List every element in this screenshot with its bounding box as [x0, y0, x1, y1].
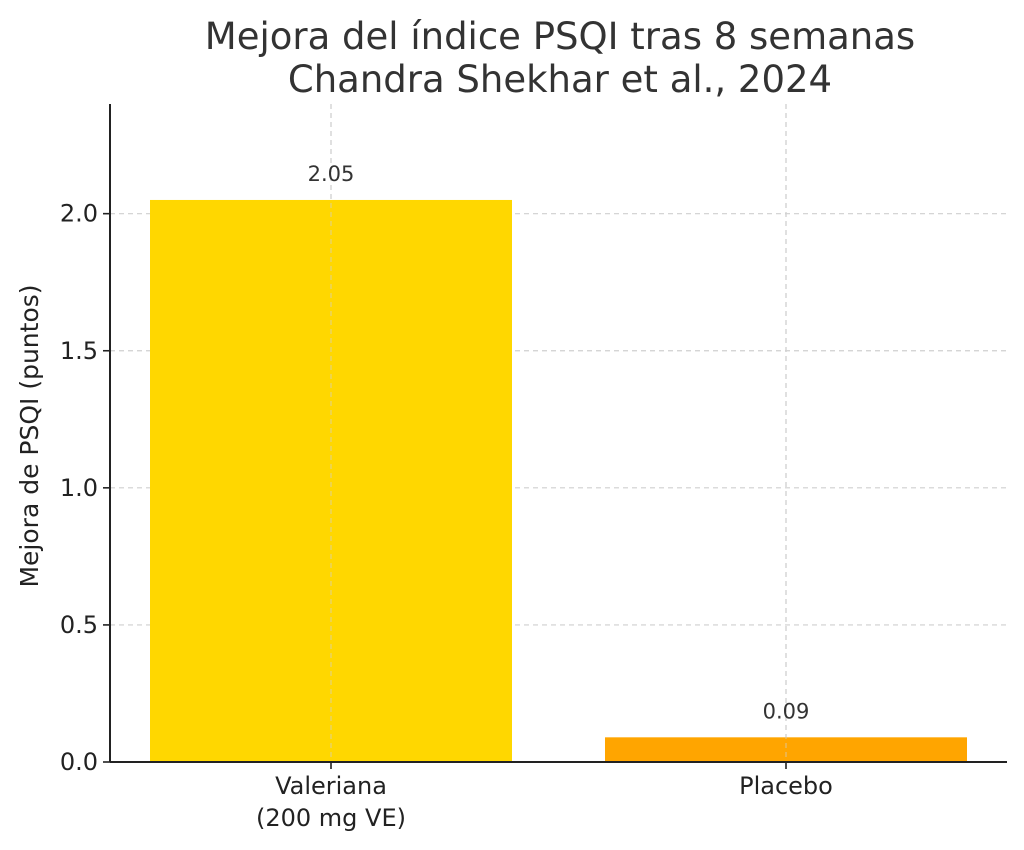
y-tick-label: 0.0: [60, 748, 98, 776]
data-label: 2.05: [308, 162, 355, 186]
bar: [605, 737, 967, 762]
y-tick-label: 0.5: [60, 611, 98, 639]
labels: 2.05 0.09 0.0 0.5 1.0 1.5 2.0 Valeriana (200 mg …: [60, 162, 833, 832]
chart-subtitle: Chandra Shekhar et al., 2024: [288, 58, 832, 101]
x-tick-label: Placebo: [739, 772, 833, 800]
y-tick-label: 2.0: [60, 200, 98, 228]
x-tick-label-line: Valeriana: [275, 772, 387, 800]
bars: [150, 199, 967, 763]
x-tick-label-line: (200 mg VE): [256, 804, 406, 832]
axes: [103, 104, 1007, 769]
x-tick-label-line: Placebo: [739, 772, 833, 800]
y-tick-label: 1.5: [60, 337, 98, 365]
x-tick-label: Valeriana (200 mg VE): [256, 772, 406, 832]
chart-title: Mejora del índice PSQI tras 8 semanas: [205, 15, 915, 58]
y-tick-label: 1.0: [60, 474, 98, 502]
y-axis-label: Mejora de PSQI (puntos): [15, 284, 44, 587]
data-label: 0.09: [763, 699, 810, 723]
